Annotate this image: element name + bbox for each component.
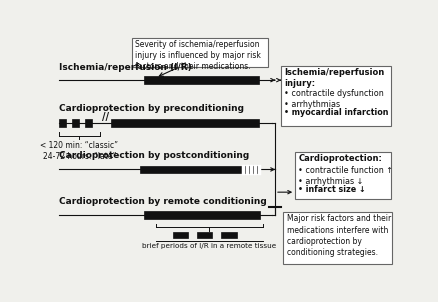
- Text: • myocardial infarction: • myocardial infarction: [284, 108, 388, 117]
- Text: Severity of ischemia/reperfusion
injury is influenced by major risk
factors and : Severity of ischemia/reperfusion injury …: [135, 40, 261, 71]
- Text: Cardioprotection:: Cardioprotection:: [297, 154, 381, 163]
- Text: • contractile dysfunction
• arrhythmias: • contractile dysfunction • arrhythmias: [284, 88, 383, 109]
- Text: //: //: [102, 112, 109, 123]
- Text: Cardioprotection by preconditioning: Cardioprotection by preconditioning: [59, 104, 243, 113]
- Bar: [280, 66, 390, 126]
- Text: • infarct size ↓: • infarct size ↓: [297, 185, 365, 194]
- Text: brief periods of I/R in a remote tissue: brief periods of I/R in a remote tissue: [141, 243, 276, 249]
- Bar: [283, 212, 391, 264]
- Bar: [59, 119, 66, 127]
- Bar: [111, 119, 258, 127]
- Bar: [72, 119, 79, 127]
- Bar: [132, 38, 267, 67]
- Bar: [144, 211, 260, 219]
- Bar: [294, 152, 390, 200]
- Bar: [196, 232, 212, 238]
- Text: Ischemia/reperfusion (I/R): Ischemia/reperfusion (I/R): [59, 63, 191, 72]
- Bar: [144, 76, 258, 84]
- Bar: [85, 119, 92, 127]
- Text: < 120 min: “classic”
24-72 hours: “late”: < 120 min: “classic” 24-72 hours: “late”: [40, 141, 118, 161]
- Bar: [172, 232, 188, 238]
- Text: Cardioprotection by remote conditioning: Cardioprotection by remote conditioning: [59, 197, 266, 206]
- Text: Ischemia/reperfusion
injury:: Ischemia/reperfusion injury:: [284, 68, 384, 88]
- Text: Major risk factors and their
medications interfere with
cardioprotection by
cond: Major risk factors and their medications…: [286, 214, 390, 258]
- Bar: [221, 232, 237, 238]
- Bar: [140, 165, 260, 173]
- Text: • contractile function ↑
• arrhythmias ↓: • contractile function ↑ • arrhythmias ↓: [297, 165, 392, 186]
- Text: Cardioprotection by postconditioning: Cardioprotection by postconditioning: [59, 151, 248, 160]
